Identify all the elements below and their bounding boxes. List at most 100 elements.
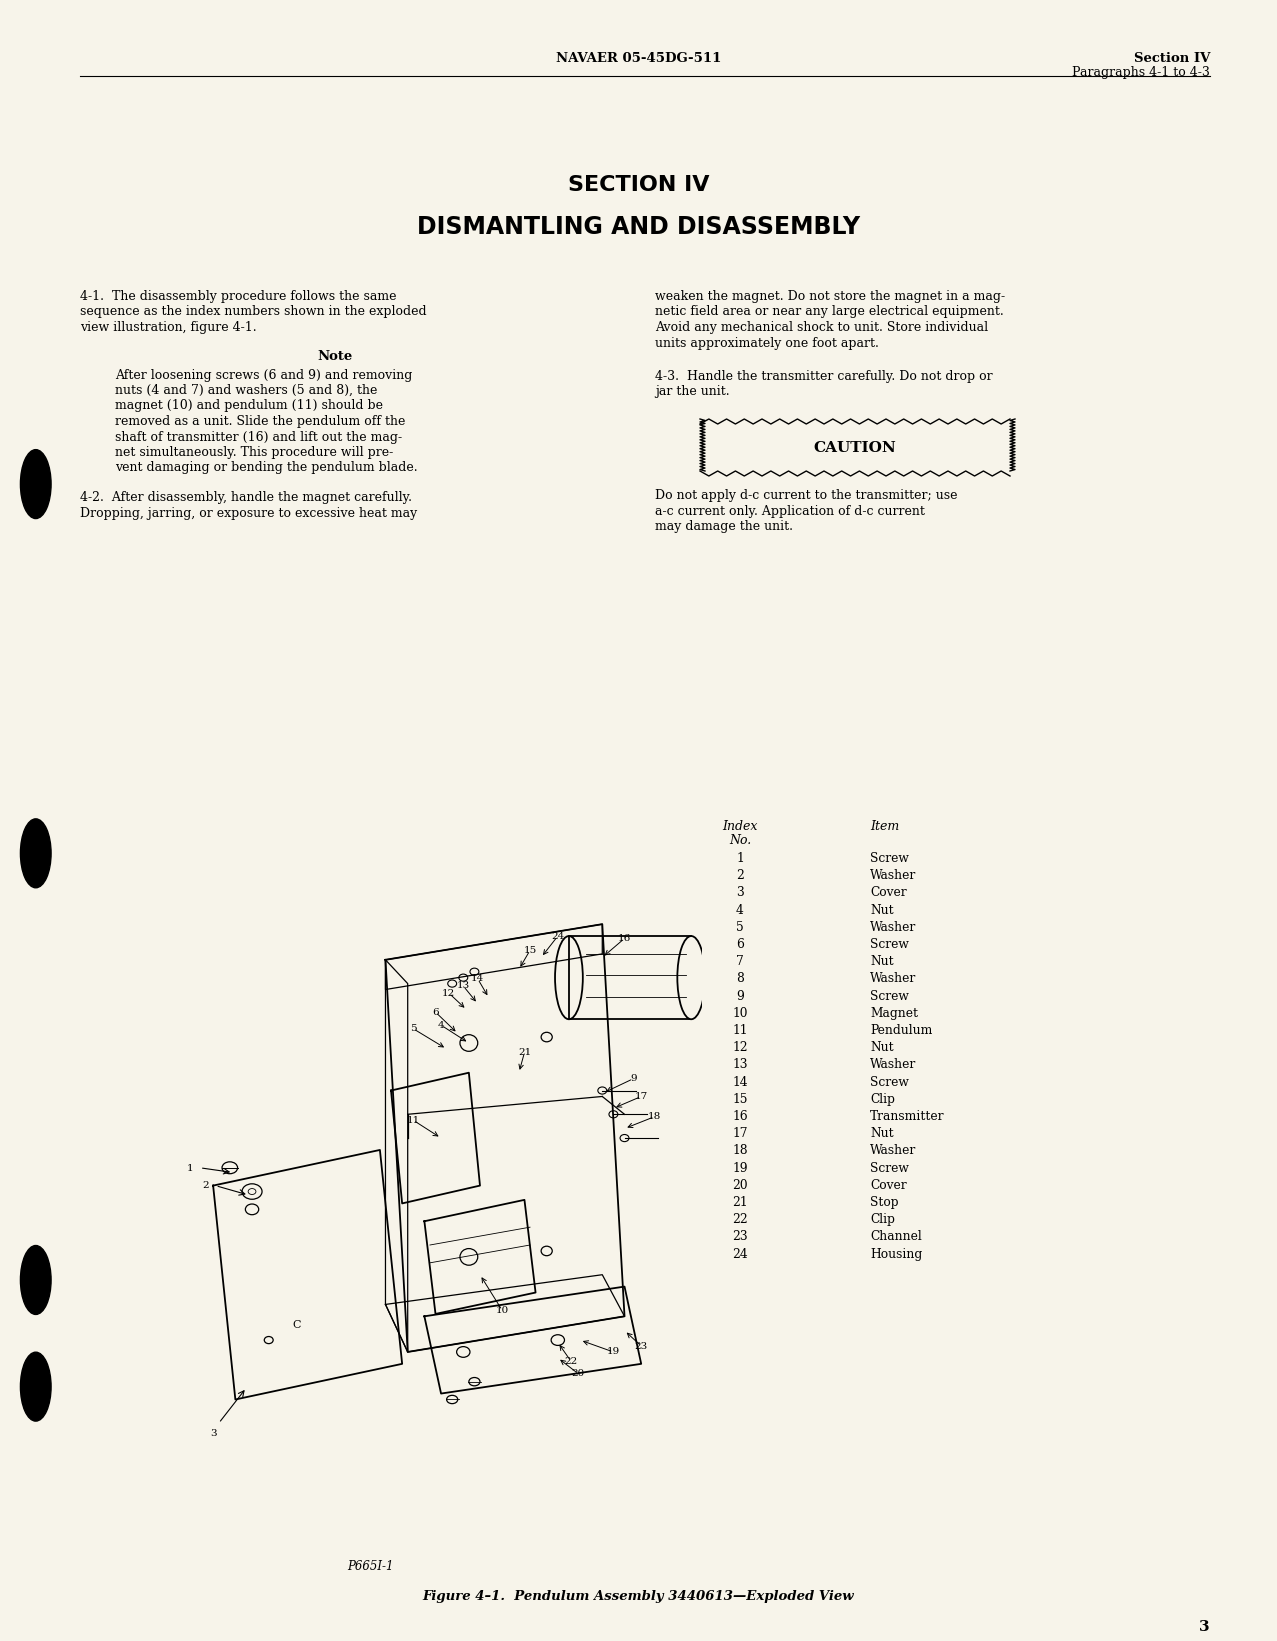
Text: 12: 12 (442, 988, 456, 998)
Text: 4: 4 (736, 904, 744, 917)
Bar (570, 935, 691, 1019)
Text: magnet (10) and pendulum (11) should be: magnet (10) and pendulum (11) should be (115, 399, 383, 412)
Text: NAVAER 05-45DG-511: NAVAER 05-45DG-511 (555, 53, 722, 66)
Text: 5: 5 (410, 1024, 416, 1034)
Text: Index: Index (723, 820, 757, 834)
Text: Section IV: Section IV (1134, 53, 1211, 66)
Text: 2: 2 (202, 1182, 208, 1190)
Text: 24: 24 (732, 1247, 748, 1260)
Text: Cover: Cover (870, 886, 907, 899)
Text: 7: 7 (736, 955, 744, 968)
Text: Nut: Nut (870, 1127, 894, 1140)
Text: Transmitter: Transmitter (870, 1109, 945, 1122)
Text: 4-3.  Handle the transmitter carefully. Do not drop or: 4-3. Handle the transmitter carefully. D… (655, 369, 992, 382)
Text: 15: 15 (524, 945, 536, 955)
Text: netic field area or near any large electrical equipment.: netic field area or near any large elect… (655, 305, 1004, 318)
Text: 15: 15 (732, 1093, 748, 1106)
Text: 23: 23 (732, 1231, 748, 1244)
Text: 3: 3 (209, 1429, 216, 1438)
Text: 10: 10 (495, 1306, 508, 1314)
Text: 11: 11 (732, 1024, 748, 1037)
Text: C: C (292, 1321, 301, 1331)
Ellipse shape (677, 935, 705, 1019)
Text: 18: 18 (732, 1144, 748, 1157)
Text: 4-1.  The disassembly procedure follows the same: 4-1. The disassembly procedure follows t… (80, 290, 396, 304)
Text: 21: 21 (732, 1196, 748, 1209)
Text: 24: 24 (552, 932, 564, 940)
Text: Magnet: Magnet (870, 1008, 918, 1019)
Ellipse shape (20, 819, 51, 888)
Text: Note: Note (318, 351, 352, 364)
Text: 20: 20 (571, 1369, 585, 1378)
Text: Paragraphs 4-1 to 4-3: Paragraphs 4-1 to 4-3 (1073, 66, 1211, 79)
Text: 23: 23 (635, 1341, 647, 1351)
Ellipse shape (20, 450, 51, 519)
Text: 1: 1 (186, 1165, 193, 1173)
Text: Washer: Washer (870, 1058, 917, 1072)
Text: No.: No. (729, 834, 751, 847)
Text: 9: 9 (630, 1075, 637, 1083)
Text: 3: 3 (736, 886, 744, 899)
Text: 22: 22 (732, 1213, 748, 1226)
Text: Pendulum: Pendulum (870, 1024, 932, 1037)
Text: Item: Item (870, 820, 899, 834)
Text: After loosening screws (6 and 9) and removing: After loosening screws (6 and 9) and rem… (115, 369, 412, 381)
Text: 20: 20 (732, 1178, 748, 1191)
Text: 6: 6 (432, 1008, 439, 1017)
Text: Screw: Screw (870, 852, 909, 865)
Text: Nut: Nut (870, 904, 894, 917)
Text: jar the unit.: jar the unit. (655, 386, 729, 399)
Text: 12: 12 (732, 1040, 748, 1054)
Text: sequence as the index numbers shown in the exploded: sequence as the index numbers shown in t… (80, 305, 427, 318)
Text: 10: 10 (732, 1008, 748, 1019)
Text: 14: 14 (732, 1075, 748, 1088)
Text: 13: 13 (457, 981, 470, 991)
Text: 4: 4 (438, 1021, 444, 1029)
Text: Screw: Screw (870, 990, 909, 1003)
Text: Channel: Channel (870, 1231, 922, 1244)
Text: Washer: Washer (870, 973, 917, 985)
Text: Washer: Washer (870, 921, 917, 934)
Text: Dropping, jarring, or exposure to excessive heat may: Dropping, jarring, or exposure to excess… (80, 507, 418, 520)
Text: removed as a unit. Slide the pendulum off the: removed as a unit. Slide the pendulum of… (115, 415, 405, 428)
Text: 16: 16 (732, 1109, 748, 1122)
Text: Nut: Nut (870, 955, 894, 968)
Text: Do not apply d-c current to the transmitter; use: Do not apply d-c current to the transmit… (655, 489, 958, 502)
Text: 9: 9 (736, 990, 744, 1003)
Text: 13: 13 (732, 1058, 748, 1072)
Text: a-c current only. Application of d-c current: a-c current only. Application of d-c cur… (655, 504, 925, 517)
Text: units approximately one foot apart.: units approximately one foot apart. (655, 336, 879, 350)
Ellipse shape (20, 1352, 51, 1421)
Text: 3: 3 (1199, 1620, 1211, 1634)
Text: Nut: Nut (870, 1040, 894, 1054)
Text: view illustration, figure 4-1.: view illustration, figure 4-1. (80, 322, 257, 335)
Text: Washer: Washer (870, 870, 917, 883)
Text: 6: 6 (736, 939, 744, 952)
Text: 17: 17 (732, 1127, 748, 1140)
Text: Cover: Cover (870, 1178, 907, 1191)
Text: 19: 19 (607, 1347, 621, 1357)
Text: P665I-1: P665I-1 (347, 1561, 393, 1574)
Text: CAUTION: CAUTION (813, 441, 896, 455)
Text: 14: 14 (471, 975, 484, 983)
Text: 11: 11 (406, 1116, 420, 1124)
Ellipse shape (20, 1246, 51, 1314)
Text: Screw: Screw (870, 939, 909, 952)
Text: Clip: Clip (870, 1093, 895, 1106)
Text: weaken the magnet. Do not store the magnet in a mag-: weaken the magnet. Do not store the magn… (655, 290, 1005, 304)
Text: vent damaging or bending the pendulum blade.: vent damaging or bending the pendulum bl… (115, 461, 418, 474)
Text: Housing: Housing (870, 1247, 922, 1260)
Text: 4-2.  After disassembly, handle the magnet carefully.: 4-2. After disassembly, handle the magne… (80, 491, 412, 504)
Text: Figure 4–1.  Pendulum Assembly 3440613—Exploded View: Figure 4–1. Pendulum Assembly 3440613—Ex… (423, 1590, 854, 1603)
Text: 16: 16 (618, 934, 631, 944)
Text: Avoid any mechanical shock to unit. Store individual: Avoid any mechanical shock to unit. Stor… (655, 322, 988, 335)
Text: DISMANTLING AND DISASSEMBLY: DISMANTLING AND DISASSEMBLY (416, 215, 861, 240)
Text: 21: 21 (518, 1049, 531, 1057)
Text: Screw: Screw (870, 1162, 909, 1175)
Text: 22: 22 (564, 1357, 577, 1365)
Text: Washer: Washer (870, 1144, 917, 1157)
Text: 5: 5 (736, 921, 744, 934)
Text: 2: 2 (736, 870, 744, 883)
Text: 8: 8 (736, 973, 744, 985)
Text: SECTION IV: SECTION IV (568, 176, 709, 195)
